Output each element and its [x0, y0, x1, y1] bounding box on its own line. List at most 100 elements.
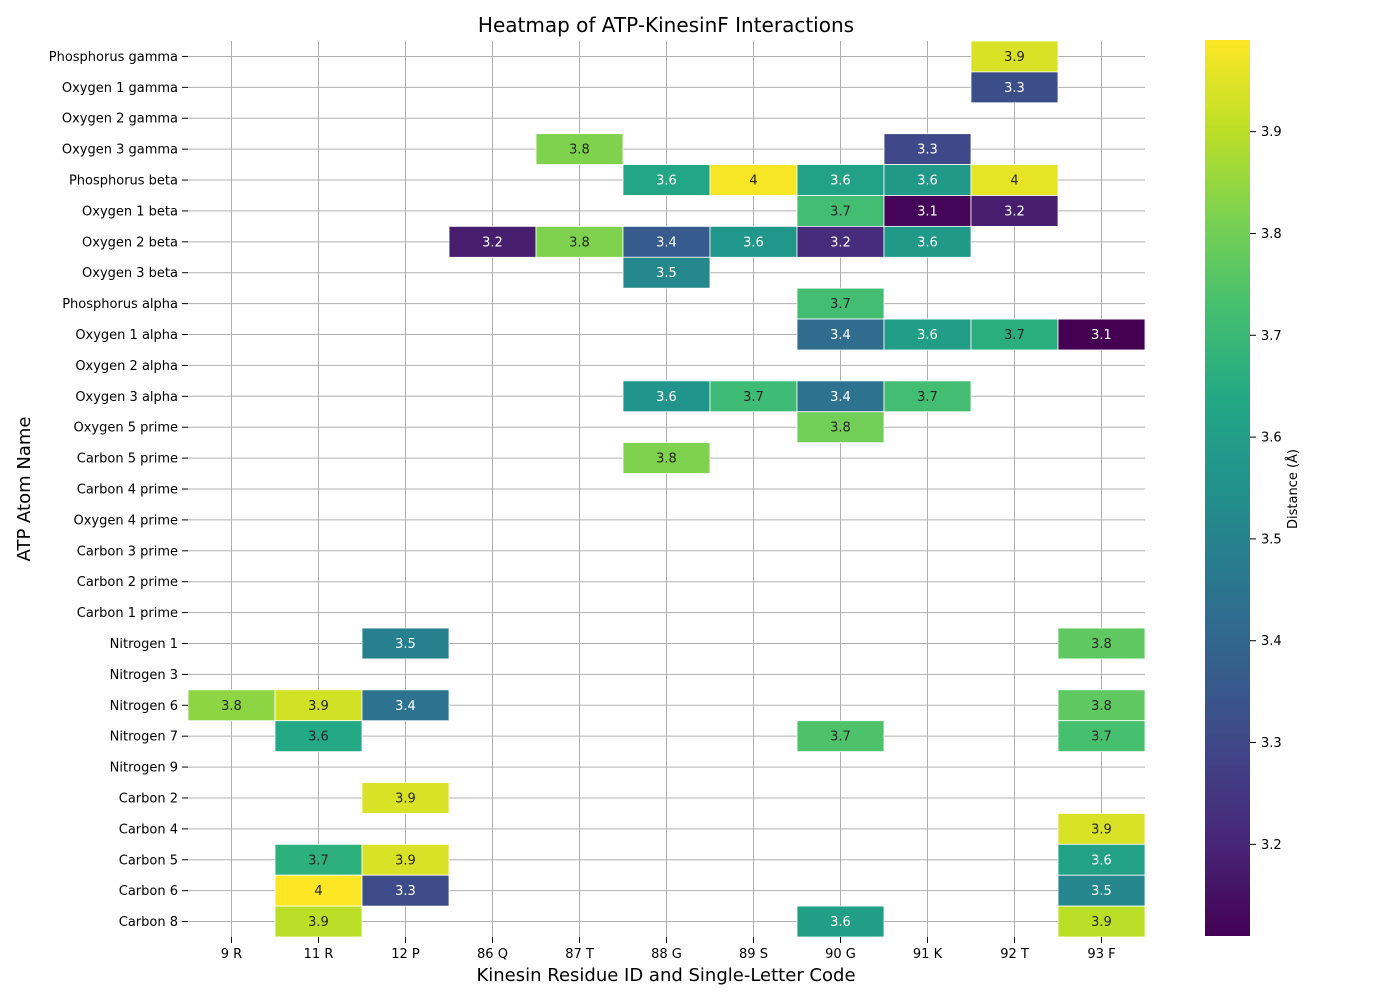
colorbar-tick-label: 3.8 [1261, 227, 1282, 242]
cell-value-label: 3.8 [1091, 699, 1112, 714]
cell-value-label: 3.5 [1091, 884, 1112, 899]
heatmap-cell [796, 225, 885, 258]
heatmap-cell [709, 380, 798, 413]
y-tick-label: Carbon 4 [119, 822, 178, 837]
y-tick-label: Oxygen 3 beta [82, 266, 178, 281]
x-tick-label: 9 R [221, 947, 242, 962]
cell-value-label: 3.9 [308, 915, 329, 930]
cell-value-label: 3.7 [308, 853, 329, 868]
cell-value-label: 3.4 [830, 328, 851, 343]
cell-value-label: 3.4 [830, 390, 851, 405]
cell-value-label: 3.7 [1091, 730, 1112, 745]
heatmap-cell [535, 133, 624, 165]
heatmap-cell [1057, 813, 1146, 845]
y-tick-label: Oxygen 3 alpha [75, 390, 178, 405]
y-tick-label: Nitrogen 1 [110, 637, 178, 652]
y-tick-label: Phosphorus alpha [62, 297, 178, 312]
heatmap-cell [883, 133, 972, 165]
cell-value-label: 3.8 [1091, 637, 1112, 652]
y-axis-label: ATP Atom Name [14, 417, 35, 562]
x-tick-label: 86 Q [477, 947, 508, 962]
cell-value-label: 3.7 [743, 390, 764, 405]
cell-value-label: 3.7 [1004, 328, 1025, 343]
cell-value-label: 3.7 [830, 204, 851, 219]
x-tick-labels: 9 R 11 R 12 P 86 Q 87 T 88 G 89 S 90 G 91 K 92 T 9… [221, 937, 1116, 962]
heatmap-cell [535, 225, 624, 258]
y-tick-label: Carbon 3 prime [77, 544, 178, 559]
heatmap-cell [1057, 905, 1146, 938]
heatmap-cell [796, 905, 885, 938]
cell-value-label: 3.6 [830, 915, 851, 930]
cell-value-label: 3.4 [395, 699, 416, 714]
heatmap-cell [1057, 627, 1146, 660]
cell-value-label: 3.9 [308, 699, 329, 714]
x-tick-label: 11 R [304, 947, 334, 962]
y-tick-label: Oxygen 2 alpha [75, 359, 178, 374]
y-tick-label: Nitrogen 7 [110, 730, 178, 745]
cell-value-label: 3.6 [743, 235, 764, 250]
y-tick-label: Carbon 6 [119, 884, 178, 899]
y-tick-labels: Phosphorus gamma Oxygen 1 gamma Oxygen 2 g… [49, 50, 188, 930]
heatmap-cell [274, 843, 363, 876]
colorbar: 3.2 3.3 3.4 3.5 3.6 3.7 3.8 3.9 Distance (Å) [1205, 40, 1301, 936]
y-tick-label: Nitrogen 9 [110, 761, 178, 776]
cell-value-label: 3.8 [569, 143, 590, 158]
heatmap-cell [361, 689, 450, 722]
heatmap-cell [1057, 720, 1146, 753]
cell-value-label: 3.7 [917, 390, 938, 405]
x-tick-label: 87 T [565, 947, 594, 962]
y-tick-label: Nitrogen 6 [110, 699, 178, 714]
cell-value-label: 3.3 [1004, 81, 1025, 96]
cell-value-label: 3.9 [1091, 915, 1112, 930]
colorbar-ticks: 3.2 3.3 3.4 3.5 3.6 3.7 3.8 3.9 [1250, 125, 1282, 853]
colorbar-label: Distance (Å) [1285, 449, 1301, 529]
y-tick-label: Oxygen 4 prime [73, 513, 178, 528]
cell-value-label: 3.9 [395, 791, 416, 806]
heatmap-cell [970, 195, 1059, 227]
cell-value-label: 3.1 [1091, 328, 1112, 343]
cell-value-label: 3.6 [656, 174, 677, 189]
colorbar-tick-label: 3.2 [1261, 838, 1282, 853]
cell-value-label: 3.6 [830, 174, 851, 189]
x-tick-label: 93 F [1087, 947, 1115, 962]
x-tick-label: 88 G [651, 947, 682, 962]
y-tick-label: Carbon 2 prime [77, 575, 178, 590]
y-tick-label: Carbon 5 prime [77, 452, 178, 467]
cell-value-label: 3.6 [917, 235, 938, 250]
colorbar-tick-label: 3.3 [1261, 736, 1282, 751]
heatmap-cell [796, 287, 885, 320]
heatmap-cell [1057, 843, 1146, 876]
y-tick-label: Phosphorus beta [69, 174, 178, 189]
y-tick-label: Phosphorus gamma [49, 50, 178, 65]
y-tick-label: Oxygen 1 gamma [62, 81, 178, 96]
cell-value-label: 3.9 [1091, 822, 1112, 837]
heatmap-cell [709, 225, 798, 258]
cell-value-label: 3.3 [395, 884, 416, 899]
y-tick-label: Oxygen 3 gamma [62, 143, 178, 158]
heatmap-cell [796, 411, 885, 444]
cell-value-label: 3.7 [830, 730, 851, 745]
cell-value-label: 3.9 [395, 853, 416, 868]
heatmap-cell [622, 442, 711, 474]
heatmap-cell [622, 225, 711, 258]
y-tick-label: Oxygen 5 prime [73, 421, 178, 436]
cell-value-label: 3.6 [656, 390, 677, 405]
heatmap-cell [1057, 874, 1146, 907]
heatmap-cell [622, 164, 711, 196]
heatmap-cell [796, 720, 885, 753]
heatmap-cell [970, 164, 1059, 196]
heatmap-cell [1057, 318, 1146, 351]
cell-value-label: 3.6 [917, 174, 938, 189]
heatmap-cell [796, 195, 885, 227]
cell-value-label: 3.1 [917, 204, 938, 219]
x-tick-label: 89 S [739, 947, 768, 962]
x-tick-label: 90 G [825, 947, 856, 962]
y-tick-label: Oxygen 1 alpha [75, 328, 178, 343]
cell-value-label: 3.6 [917, 328, 938, 343]
cell-value-label: 3.6 [1091, 853, 1112, 868]
heatmap-cell [361, 874, 450, 907]
heatmap-cell [796, 380, 885, 413]
colorbar-tick-label: 3.9 [1261, 125, 1282, 140]
cell-value-label: 3.7 [830, 297, 851, 312]
